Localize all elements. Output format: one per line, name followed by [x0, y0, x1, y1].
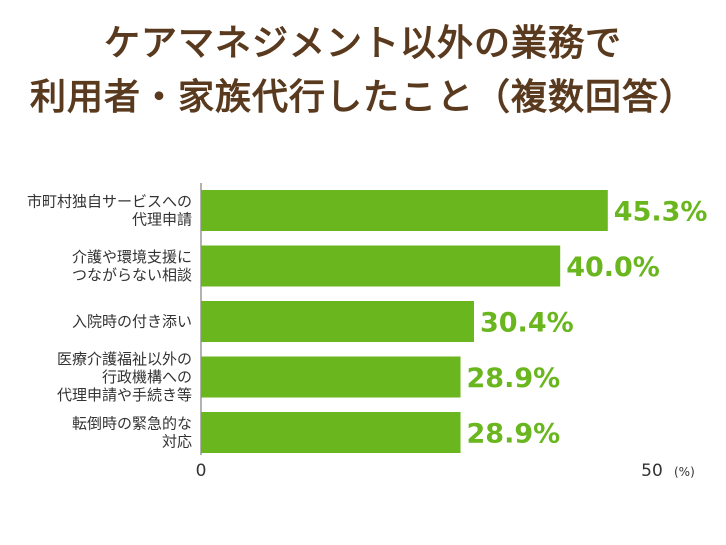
bar-3: [201, 356, 461, 398]
bar-2: [201, 301, 474, 342]
bars-group: [201, 190, 608, 453]
category-label-2-line-0: 入院時の付き添い: [72, 313, 192, 331]
category-label-3-line-1: 行政機構への: [102, 368, 192, 386]
value-label-0: 45.3%: [614, 197, 708, 228]
category-label-0: 市町村独自サービスへの代理申請: [27, 193, 192, 229]
x-tick-50: 50: [641, 461, 663, 481]
value-label-1: 40.0%: [566, 252, 660, 283]
chart-title-line2: 利用者・家族代行したこと（複数回答）: [29, 77, 696, 118]
category-label-3-line-0: 医療介護福祉以外の: [57, 350, 192, 368]
category-label-1-line-1: つながらない相談: [72, 266, 192, 284]
category-label-2: 入院時の付き添い: [72, 313, 192, 331]
labels-group: 45.3% 市町村独自サービスへの代理申請 40.0% 介護や環境支援につながらない相…: [27, 193, 707, 451]
value-label-3: 28.9%: [467, 363, 561, 394]
value-label-2: 30.4%: [480, 308, 574, 339]
value-label-4: 28.9%: [467, 419, 561, 450]
category-label-4-line-1: 対応: [162, 433, 192, 451]
category-label-1: 介護や環境支援につながらない相談: [72, 248, 192, 284]
category-label-0-line-0: 市町村独自サービスへの: [27, 193, 192, 211]
category-label-0-line-1: 代理申請: [132, 211, 192, 229]
bar-1: [201, 245, 561, 287]
category-label-1-line-0: 介護や環境支援に: [72, 248, 192, 266]
category-label-3-line-2: 代理申請や手続き等: [57, 386, 192, 404]
category-label-3: 医療介護福祉以外の行政機構への代理申請や手続き等: [57, 350, 192, 404]
category-label-4-line-0: 転倒時の緊急的な: [72, 415, 192, 433]
x-tick-0: 0: [196, 461, 207, 481]
category-label-4: 転倒時の緊急的な対応: [72, 415, 192, 451]
x-unit-label: (%): [674, 465, 695, 479]
bar-0: [201, 190, 608, 231]
chart-title-line1: ケアマネジメント以外の業務で: [103, 23, 622, 64]
bar-4: [201, 412, 461, 453]
